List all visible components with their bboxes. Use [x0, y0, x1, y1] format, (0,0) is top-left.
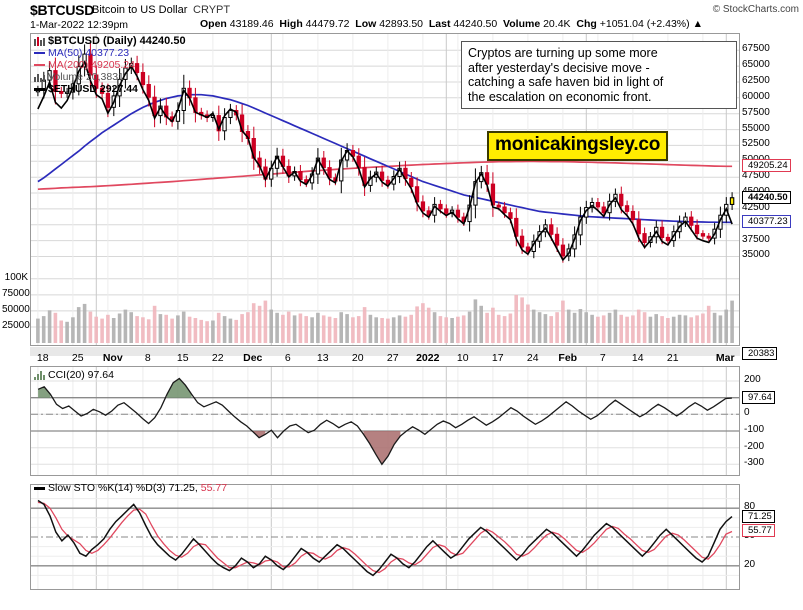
ma50-flag: 40377.23 [742, 215, 791, 229]
sto-k-flag: 71.25 [742, 509, 775, 523]
candlestick-icon [34, 36, 45, 46]
x-axis-label: 15 [176, 352, 189, 364]
chg-arrow-icon: ▲ [692, 18, 703, 30]
x-axis-band [30, 347, 740, 356]
annotation-line-3: catching a safe haven bid in light of [468, 75, 664, 90]
annotation-line-4: the escalation on economic front. [468, 89, 652, 104]
x-axis-label: 22 [211, 352, 224, 364]
sto-legend-text: Slow STO %K(14) %D(3) 71.25, [48, 482, 198, 494]
low-label: Low [355, 18, 377, 30]
sto-chart-svg [31, 485, 739, 589]
x-axis-label: 24 [526, 352, 539, 364]
volume-bars-icon [34, 73, 45, 82]
price-legend: $BTCUSD (Daily) 44240.50 MA(50) 40377.23… [34, 35, 186, 95]
x-axis-label: 20 [351, 352, 364, 364]
axis-label: 50000 [2, 303, 30, 315]
sto-legend: Slow STO %K(14) %D(3) 71.25, 55.77 [34, 482, 227, 494]
watermark-banner: monicakingsley.co [487, 131, 669, 161]
quote-datetime: 1-Mar-2022 12:39pm [30, 19, 129, 31]
x-axis-label: 27 [386, 352, 399, 364]
x-axis-label: 2022 [416, 352, 440, 364]
annotation-line-2: after yesterday's decisive move - [468, 60, 650, 75]
axis-label: -300 [744, 457, 765, 469]
cci-value-flag: 97.64 [742, 391, 775, 405]
last-value: 44240.50 [453, 18, 498, 30]
x-axis-label: 18 [36, 352, 49, 364]
ethusd-line-swatch [34, 87, 45, 91]
legend-volume: Volume 20,3831 [48, 71, 124, 83]
volume-value: 20.4K [543, 18, 571, 30]
cci-chart-svg [31, 367, 739, 475]
symbol-exchange: CRYPT [193, 4, 231, 16]
x-axis-label: Mar [715, 352, 735, 364]
axis-label: 25000 [2, 319, 30, 331]
ma200-line-swatch [34, 64, 45, 66]
last-label: Last [428, 18, 451, 30]
annotation-textbox: Cryptos are turning up some more after y… [461, 41, 737, 110]
axis-label: 65000 [742, 59, 770, 71]
cci-legend-text: CCI(20) 97.64 [48, 369, 114, 381]
cci-chart-panel[interactable] [30, 366, 740, 476]
axis-label: 67500 [742, 43, 770, 55]
cci-area-icon [34, 370, 45, 380]
quote-bar: Open 43189.46 High 44479.72 Low 42893.50… [200, 18, 703, 30]
x-axis-label: 13 [316, 352, 329, 364]
chg-label: Chg [576, 18, 597, 30]
chg-value: +1051.04 (+2.43%) [599, 18, 690, 30]
legend-ma50: MA(50) 40377.23 [48, 47, 130, 59]
x-axis-label: Nov [102, 352, 123, 364]
axis-label: 60000 [742, 90, 770, 102]
sto-chart-panel[interactable] [30, 484, 740, 590]
x-axis-label: Dec [243, 352, 263, 364]
axis-label: 47500 [742, 170, 770, 182]
x-axis-label: 25 [71, 352, 84, 364]
cci-legend: CCI(20) 97.64 [34, 369, 114, 381]
symbol-ticker: $BTCUSD [30, 2, 95, 18]
axis-label: 200 [744, 374, 761, 385]
x-axis-label: 17 [491, 352, 504, 364]
axis-label: 57500 [742, 106, 770, 118]
x-axis-label: 8 [144, 352, 151, 364]
legend-ethusd: $ETHUSD 2927.44 [48, 83, 138, 95]
legend-ma200: MA(200) 49205.24 [48, 59, 135, 71]
high-label: High [279, 18, 303, 30]
axis-label: 80 [744, 501, 756, 513]
axis-label: 0 [744, 407, 750, 419]
symbol-name: Bitcoin to US Dollar [92, 4, 188, 16]
ma200-flag: 49205.24 [742, 159, 791, 173]
axis-label: 62500 [742, 74, 770, 86]
axis-label: 20 [744, 558, 756, 570]
chart-header: $BTCUSD Bitcoin to US Dollar CRYPT © Sto… [0, 0, 803, 34]
open-label: Open [200, 18, 227, 30]
axis-label: -100 [744, 424, 765, 435]
axis-label: 37500 [742, 233, 770, 245]
open-value: 43189.46 [229, 18, 274, 30]
sto-d-value: 55.77 [200, 482, 228, 494]
volume-flag: 20383 [742, 347, 778, 360]
x-axis-label: 6 [284, 352, 291, 364]
ma50-line-swatch [34, 52, 45, 54]
x-axis-label: 7 [599, 352, 606, 364]
axis-label: 75000 [2, 287, 30, 299]
axis-label: 55000 [742, 122, 770, 134]
sto-k-line-swatch [34, 486, 45, 490]
axis-label: 42500 [742, 201, 770, 213]
x-axis-label: 10 [456, 352, 469, 364]
axis-label: 35000 [742, 249, 770, 261]
x-axis-label: 21 [666, 352, 679, 364]
annotation-line-1: Cryptos are turning up some more [468, 46, 658, 60]
x-axis-label: Feb [558, 352, 578, 364]
x-axis-label: 14 [631, 352, 644, 364]
low-value: 42893.50 [379, 18, 424, 30]
axis-label: 100K [4, 271, 28, 283]
axis-label: 52500 [742, 138, 770, 150]
volume-label: Volume [503, 18, 541, 30]
sto-d-flag: 55.77 [742, 524, 775, 538]
axis-label: -200 [744, 440, 765, 452]
high-value: 44479.72 [305, 18, 350, 30]
last-price-flag: 44240.50 [742, 190, 791, 204]
stockcharts-credit: © StockCharts.com [712, 4, 799, 15]
legend-title: $BTCUSD (Daily) 44240.50 [48, 35, 186, 47]
